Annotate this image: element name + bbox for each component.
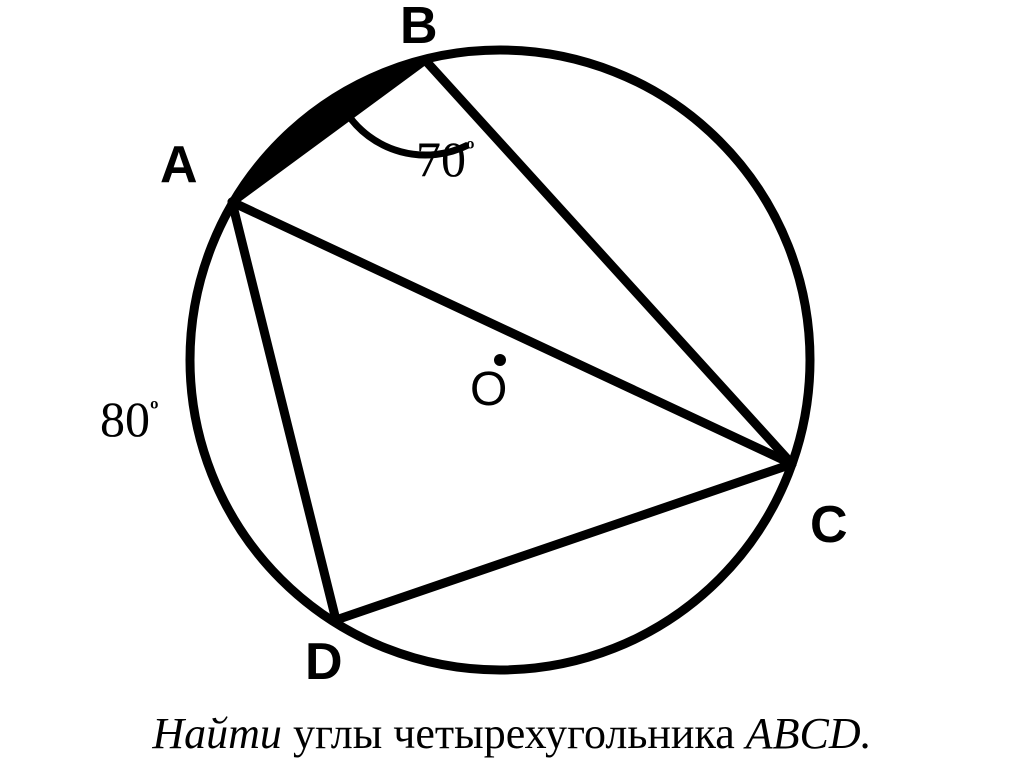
center-label-o: O [470, 362, 507, 417]
point-label-d: D [305, 632, 343, 692]
caption-body: углы четырехугольника [282, 709, 746, 758]
point-label-a: A [160, 135, 198, 195]
problem-caption: Найти углы четырехугольника ABCD. [0, 708, 1024, 759]
chord-lines [232, 60, 792, 620]
angle-b-value: 70º [416, 130, 475, 188]
geometry-diagram: A B C D O 70º 80º [0, 0, 1024, 767]
caption-verb: Найти [152, 709, 282, 758]
arc-ad-value: 80º [100, 390, 159, 448]
point-label-c: C [810, 495, 848, 555]
point-label-b: B [400, 0, 438, 56]
caption-quad: ABCD. [746, 709, 872, 758]
diagram-svg [0, 0, 1024, 720]
